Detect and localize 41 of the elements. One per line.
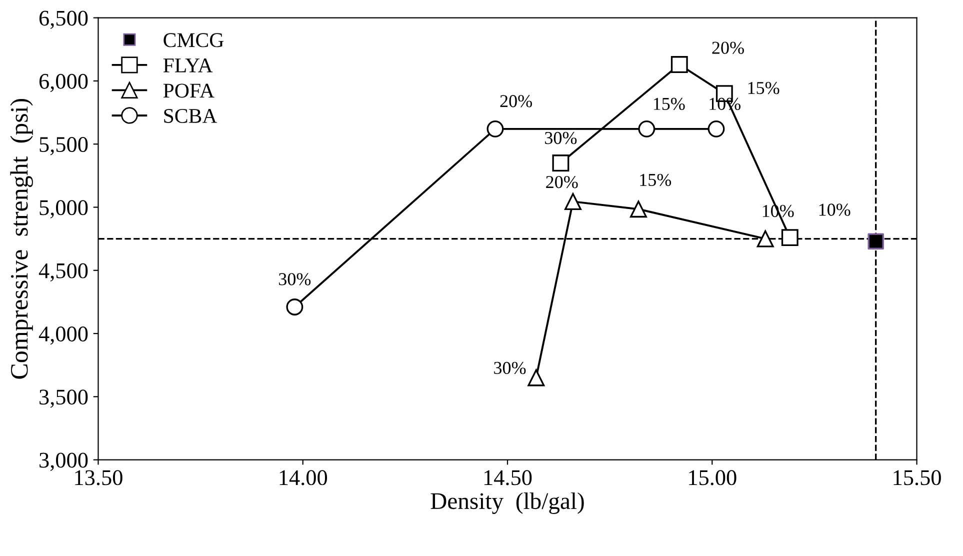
point xyxy=(564,193,582,210)
point xyxy=(638,120,656,138)
y-tick-label: 4,000 xyxy=(38,326,88,345)
x-tick-label: 15.50 xyxy=(894,470,941,486)
point xyxy=(630,200,647,218)
annotation: 20% xyxy=(546,176,578,188)
point xyxy=(708,120,725,138)
y-axis-title: Compressive strenght (psi) xyxy=(10,98,33,379)
annotation: 10% xyxy=(819,204,850,216)
point xyxy=(486,120,504,138)
y-tick-label: 3,500 xyxy=(40,390,88,408)
x-tick-label: 14.50 xyxy=(484,470,532,486)
point xyxy=(868,233,884,250)
annotation: 20% xyxy=(712,42,744,54)
annotation: 15% xyxy=(748,82,780,94)
legend-label: CMCG xyxy=(164,33,224,48)
annotation: 20% xyxy=(500,95,532,108)
legend-label: POFA xyxy=(163,84,214,98)
x-tick-label: 15.00 xyxy=(689,470,736,486)
annotation: 15% xyxy=(640,174,672,186)
legend-label: FLYA xyxy=(163,58,213,72)
y-tick-label: 5,000 xyxy=(40,200,88,218)
annotation: 30% xyxy=(278,273,311,286)
x-tick-label: 13.50 xyxy=(75,470,122,486)
x-axis-title: Density (lb/gal) xyxy=(430,492,584,514)
point xyxy=(552,154,570,172)
point xyxy=(756,230,774,248)
x-tick-label: 14.00 xyxy=(280,470,328,486)
point xyxy=(670,56,688,73)
point xyxy=(286,298,304,316)
annotation: 30% xyxy=(545,132,577,144)
y-tick-label: 4,500 xyxy=(38,263,88,282)
legend-label: SCBA xyxy=(164,108,218,123)
point xyxy=(528,369,545,386)
y-tick-label: 6,500 xyxy=(39,10,88,29)
y-tick-label: 5,500 xyxy=(40,137,88,156)
annotation: 15% xyxy=(654,98,685,110)
annotation: 30% xyxy=(494,362,526,374)
point xyxy=(781,229,798,246)
y-tick-label: 6,000 xyxy=(39,74,88,92)
y-tick-label: 3,000 xyxy=(40,452,88,471)
